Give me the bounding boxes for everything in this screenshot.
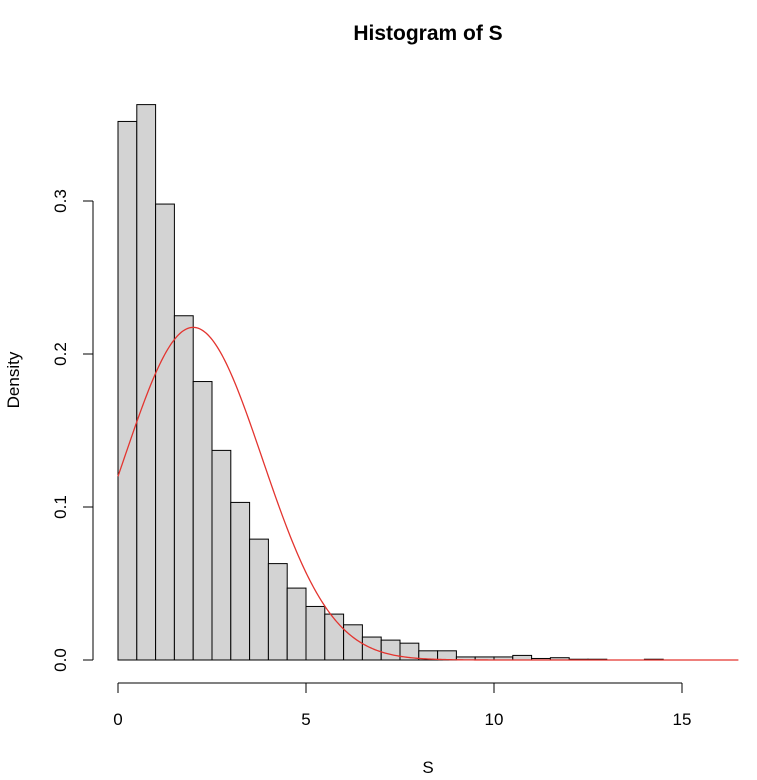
x-tick-label: 15 — [673, 710, 692, 729]
histogram-bar — [380, 639, 401, 661]
y-tick-label: 0.0 — [51, 648, 70, 672]
histogram-bar — [211, 449, 232, 661]
histogram-bar — [155, 203, 175, 661]
chart-title: Histogram of S — [353, 22, 502, 45]
y-tick-label: 0.3 — [51, 189, 70, 213]
x-axis-label: S — [422, 758, 433, 777]
histogram-bar — [267, 563, 288, 661]
y-tick-label: 0.1 — [51, 495, 70, 519]
y-axis: 0.0 0.1 0.2 0.3 — [51, 189, 94, 672]
histogram-bar — [437, 650, 457, 661]
x-tick-label: 0 — [113, 710, 122, 729]
histogram-bar — [286, 587, 307, 661]
histogram-bar — [305, 605, 326, 661]
histogram-bar — [230, 501, 251, 661]
histogram-bar — [512, 654, 533, 661]
x-axis: 0 5 10 15 — [113, 682, 692, 729]
x-tick-label: 10 — [485, 710, 504, 729]
histogram-bar — [117, 120, 138, 661]
bars-group — [117, 104, 664, 661]
histogram-bar — [136, 104, 157, 661]
histogram-bar — [173, 315, 194, 661]
x-tick-label: 5 — [301, 710, 310, 729]
y-tick-label: 0.2 — [51, 342, 70, 366]
density-curve — [117, 326, 739, 661]
histogram-bar — [192, 381, 213, 661]
y-axis-label: Density — [4, 351, 23, 408]
histogram-bar — [324, 613, 345, 661]
histogram-bar — [249, 538, 269, 661]
